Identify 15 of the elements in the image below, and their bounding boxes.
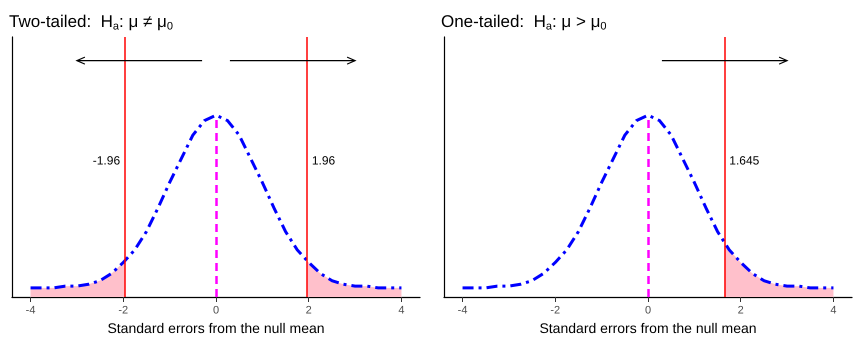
ref-line-label: -1.96	[92, 154, 120, 168]
ref-line-label: 1.645	[729, 154, 760, 168]
x-tick-label: 4	[830, 304, 837, 316]
x-tick-label: -2	[118, 304, 128, 316]
ref-line-label: 1.96	[312, 154, 336, 168]
x-tick-label: -4	[458, 304, 468, 316]
x-tick-label: 2	[738, 304, 744, 316]
x-tick-label: 0	[212, 304, 220, 316]
x-tick-label: 2	[306, 304, 312, 316]
x-axis-title: Standard errors from the null mean	[107, 320, 325, 336]
x-axis-title: Standard errors from the null mean	[539, 320, 757, 336]
x-tick-label: 4	[398, 304, 405, 316]
x-tick-label: -2	[550, 304, 560, 316]
x-tick-label: -4	[26, 304, 36, 316]
x-tick-label: 0	[644, 304, 652, 316]
